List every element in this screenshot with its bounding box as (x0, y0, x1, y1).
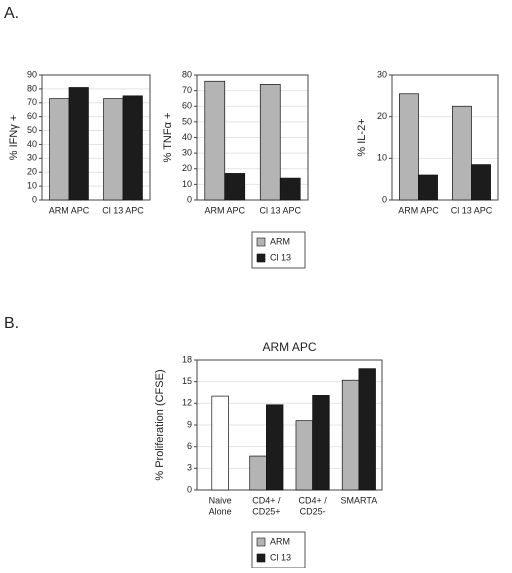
legend-swatch (256, 537, 266, 547)
x-tick-label: Cl 13 APC (102, 205, 144, 215)
bar (266, 404, 284, 491)
y-axis-label: % IFNγ + (8, 115, 20, 161)
bar (224, 173, 246, 201)
legend-swatch (256, 237, 266, 247)
y-tick-label: 70 (182, 85, 192, 95)
bar (452, 105, 472, 201)
x-tick-label: CD4+ / (252, 495, 281, 505)
x-tick-label: CD25- (300, 506, 326, 516)
bar (49, 98, 70, 201)
y-tick-label: 80 (182, 69, 192, 79)
bar (418, 174, 438, 201)
plot-frame (196, 74, 309, 201)
bar (295, 420, 313, 491)
y-tick-label: 80 (27, 83, 37, 93)
y-tick-label: 10 (27, 180, 37, 190)
bar (259, 84, 281, 201)
y-tick-label: 40 (27, 139, 37, 149)
y-tick-label: 9 (187, 419, 192, 429)
x-tick-label: CD4+ / (298, 495, 327, 505)
bar (122, 95, 143, 201)
plot-frame (196, 359, 383, 491)
legend-label: ARM (270, 536, 290, 546)
y-tick-label: 50 (182, 116, 192, 126)
y-axis-label: % TNFα + (162, 113, 174, 163)
bar (103, 98, 124, 201)
y-tick-label: 40 (182, 132, 192, 142)
y-tick-label: 30 (182, 148, 192, 158)
legend-swatch (256, 553, 266, 563)
plot-frame (41, 74, 151, 201)
x-tick-label: ARM APC (398, 205, 439, 215)
x-tick-label: Alone (209, 506, 232, 516)
y-tick-label: 50 (27, 125, 37, 135)
bar (68, 87, 89, 201)
bar (279, 177, 301, 201)
x-tick-label: CD25+ (252, 506, 280, 516)
y-tick-label: 3 (187, 463, 192, 473)
bar (211, 395, 229, 491)
x-tick-label: Naive (209, 495, 232, 505)
y-tick-label: 0 (382, 194, 387, 204)
y-tick-label: 10 (377, 153, 387, 163)
y-axis-label: % Proliferation (CFSE) (154, 369, 166, 480)
y-tick-label: 10 (182, 179, 192, 189)
bar (399, 93, 419, 201)
y-tick-label: 60 (27, 111, 37, 121)
bar (341, 379, 360, 491)
y-tick-label: 20 (182, 163, 192, 173)
y-tick-label: 0 (187, 484, 192, 494)
y-tick-label: 0 (187, 194, 192, 204)
y-tick-label: 18 (182, 354, 192, 364)
panel-label: B. (4, 315, 19, 332)
y-tick-label: 0 (32, 194, 37, 204)
bar (358, 368, 376, 491)
panel-label: A. (4, 5, 19, 22)
x-tick-label: ARM APC (49, 205, 90, 215)
chart-title: ARM APC (262, 340, 316, 354)
y-tick-label: 12 (182, 398, 192, 408)
plot-frame (391, 74, 499, 201)
x-tick-label: Cl 13 APC (451, 205, 493, 215)
y-tick-label: 30 (27, 153, 37, 163)
y-tick-label: 30 (377, 69, 387, 79)
y-tick-label: 70 (27, 97, 37, 107)
legend-label: Cl 13 (270, 552, 291, 562)
x-tick-label: ARM APC (204, 205, 245, 215)
y-tick-label: 15 (182, 376, 192, 386)
legend-label: Cl 13 (270, 252, 291, 262)
bar (204, 80, 226, 201)
bar (471, 164, 491, 201)
y-tick-label: 6 (187, 441, 192, 451)
x-tick-label: SMARTA (341, 495, 378, 505)
legend-swatch (256, 253, 266, 263)
legend-label: ARM (270, 236, 290, 246)
y-tick-label: 20 (27, 167, 37, 177)
bar (312, 395, 330, 491)
y-tick-label: 20 (377, 111, 387, 121)
y-tick-label: 90 (27, 69, 37, 79)
bar (249, 455, 267, 491)
y-tick-label: 60 (182, 101, 192, 111)
y-axis-label: % IL-2+ (356, 118, 368, 156)
x-tick-label: Cl 13 APC (259, 205, 301, 215)
